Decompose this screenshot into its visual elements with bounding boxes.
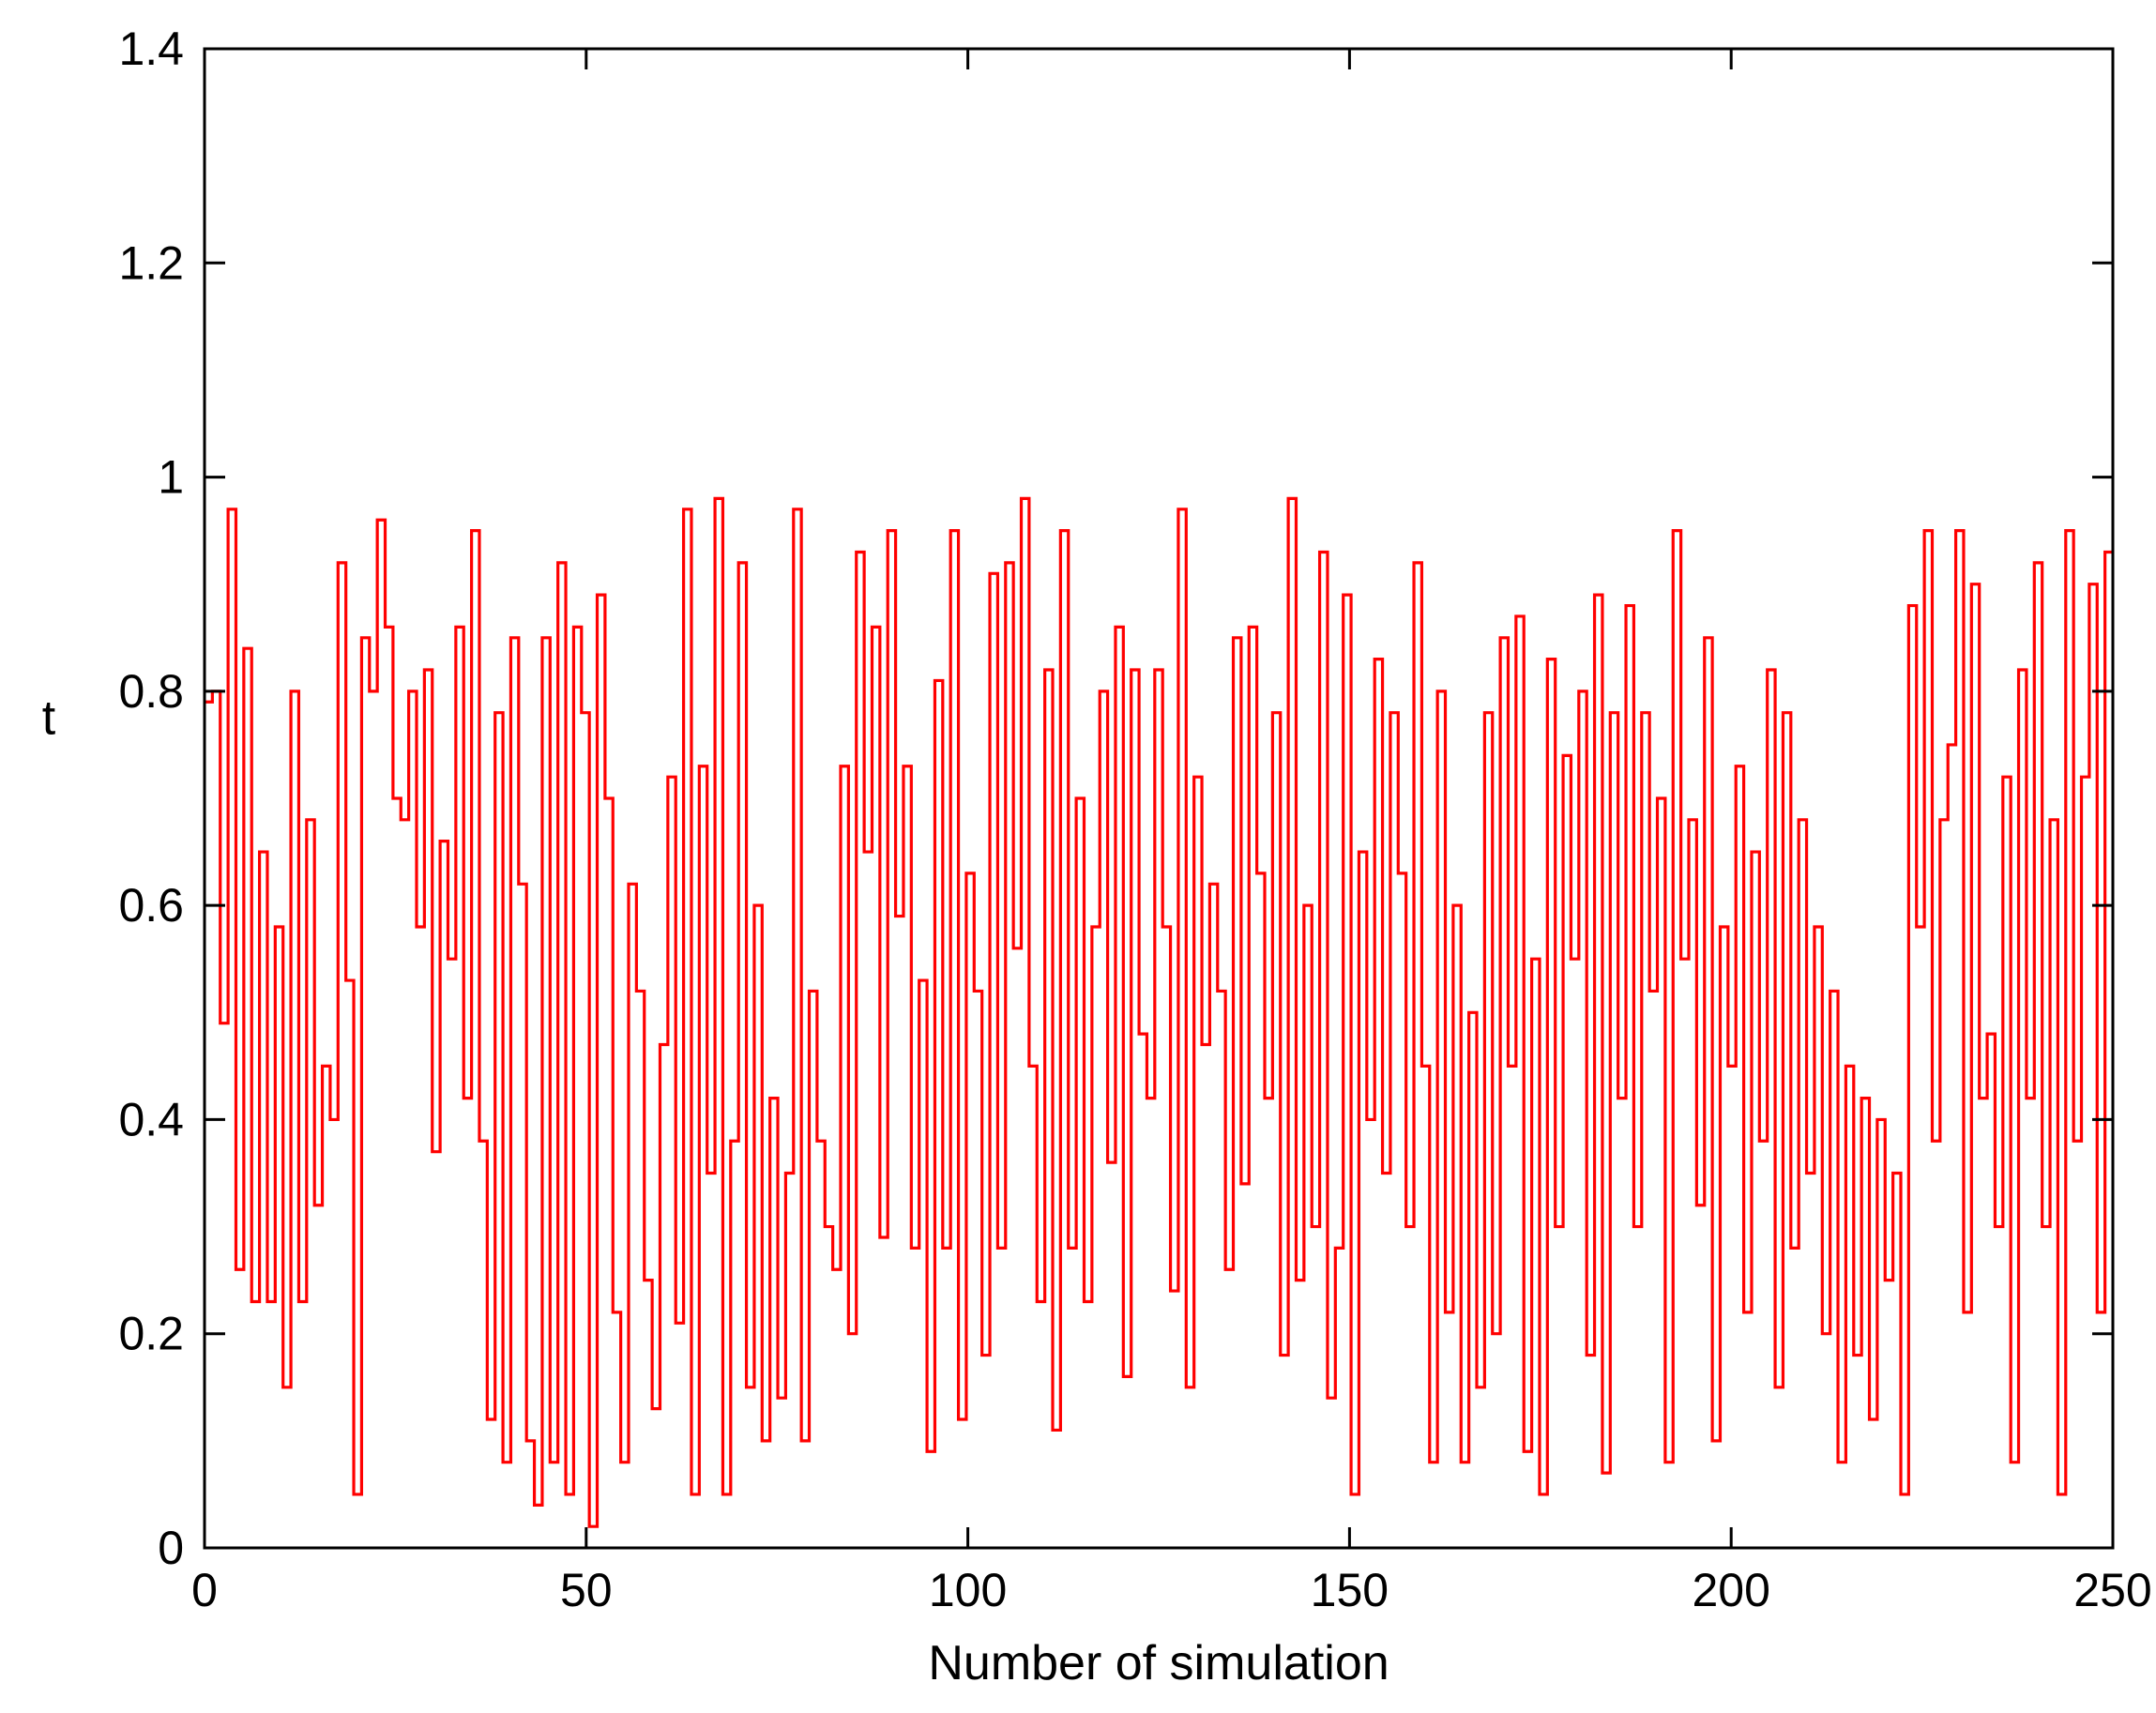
y-axis-label: t [42,691,56,746]
y-tick-label: 0.6 [118,879,184,932]
x-tick-label: 200 [1692,1564,1769,1616]
x-tick-label: 100 [929,1564,1007,1616]
x-tick-label: 50 [560,1564,613,1616]
x-tick-label: 0 [191,1564,218,1616]
tick-layer: 0 50 100 150 200 250 0 0.2 0.4 0.6 0.8 1 1.2 1.4 [118,23,2151,1616]
y-tick-label: 1.4 [118,23,184,75]
plot-frame [203,47,2115,1550]
y-tick-label: 0.2 [118,1308,184,1360]
y-tick-label: 1 [158,451,184,504]
y-tick-label: 0 [158,1522,184,1574]
x-tick-label: 250 [2073,1564,2151,1616]
x-tick-label: 150 [1311,1564,1389,1616]
y-tick-label: 0.4 [118,1093,184,1145]
y-tick-label: 1.2 [118,236,184,289]
x-axis-label: Number of simulation [928,1636,1389,1690]
series-layer [205,496,2113,1528]
y-tick-label: 0.8 [118,665,184,718]
plot-area [205,49,2113,1548]
series-line [205,496,2113,1528]
